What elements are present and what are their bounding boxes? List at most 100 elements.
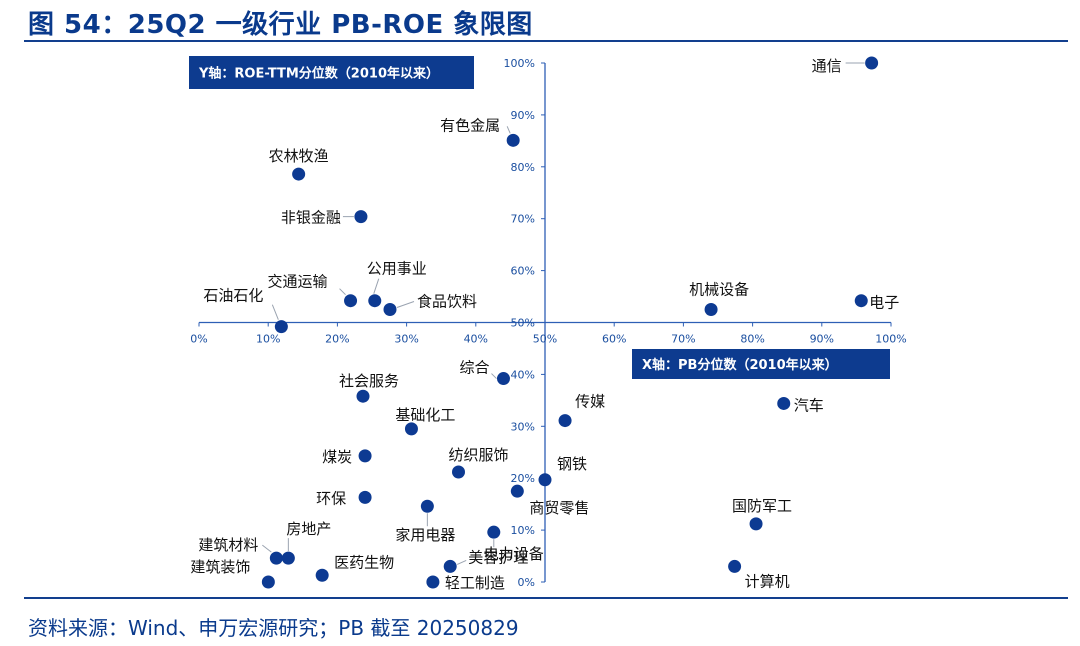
data-point <box>443 559 457 573</box>
data-point-label: 通信 <box>812 57 842 75</box>
x-tick-label: 20% <box>325 333 349 346</box>
x-axis-label-box: X轴：PB分位数（2010年以来） <box>632 349 890 379</box>
x-tick-label: 100% <box>875 333 906 346</box>
data-point <box>281 551 295 565</box>
data-point-label: 建筑材料 <box>198 536 258 554</box>
data-point <box>354 210 368 224</box>
data-point-label: 汽车 <box>794 396 824 414</box>
leader-line <box>271 304 279 320</box>
data-point <box>749 517 763 531</box>
data-point <box>496 372 510 386</box>
data-point <box>728 559 742 573</box>
data-point <box>274 320 288 334</box>
data-point-label: 轻工制造 <box>445 574 505 592</box>
data-point <box>358 449 372 463</box>
data-point <box>344 294 358 308</box>
data-point <box>506 133 520 147</box>
data-point-label: 煤炭 <box>322 448 352 466</box>
y-tick-label: 100% <box>504 57 535 70</box>
x-tick-label: 60% <box>602 333 626 346</box>
x-tick-label: 70% <box>671 333 695 346</box>
data-point-label: 交通运输 <box>268 273 328 291</box>
y-tick-label: 90% <box>511 109 535 122</box>
y-axis-label: Y轴：ROE-TTM分位数（2010年以来） <box>198 66 439 82</box>
data-point-label: 石油石化 <box>203 287 263 305</box>
y-tick-labels: 0% 10% 20% 30% 40% 50% 60% 70% 80% 90% 100% <box>504 57 535 589</box>
title-divider <box>24 40 1068 42</box>
source-divider <box>24 597 1068 599</box>
data-point <box>426 575 440 589</box>
data-point-label: 国防军工 <box>732 497 792 515</box>
data-point <box>452 465 465 479</box>
x-tick-label: 0% <box>190 333 207 346</box>
data-point-label: 食品饮料 <box>417 293 477 311</box>
x-axis-label-bg <box>632 349 890 379</box>
x-tick-label: 30% <box>394 333 418 346</box>
leader-line <box>506 126 511 134</box>
data-point <box>368 294 382 308</box>
y-axis-label-bg <box>189 56 474 89</box>
leader-line <box>491 373 497 379</box>
leader-line <box>373 278 380 294</box>
y-tick-label: 80% <box>511 161 535 174</box>
x-tick-label: 90% <box>810 333 834 346</box>
data-point <box>315 568 329 582</box>
data-point <box>261 575 275 589</box>
data-point-label: 机械设备 <box>689 281 749 299</box>
source-note: 资料来源：Wind、申万宏源研究；PB 截至 20250829 <box>28 616 519 640</box>
data-point-label: 环保 <box>316 489 346 507</box>
data-point-label: 电力设备 <box>484 545 544 563</box>
data-point-label: 有色金属 <box>440 116 500 134</box>
figure-title: 图 54：25Q2 一级行业 PB-ROE 象限图 <box>28 10 533 40</box>
y-tick-label: 0% <box>518 576 535 589</box>
y-tick-label: 60% <box>511 265 535 278</box>
data-point <box>404 422 418 436</box>
leader-line <box>339 288 346 296</box>
label-leader-lines <box>262 62 865 565</box>
data-point-label: 纺织服饰 <box>448 446 508 464</box>
chart-axes <box>198 62 892 583</box>
data-point <box>356 389 370 403</box>
data-point <box>383 303 397 317</box>
data-point <box>510 484 524 498</box>
data-point-label: 电子 <box>869 294 899 312</box>
data-points <box>261 56 879 589</box>
data-point <box>538 473 552 487</box>
data-point <box>854 294 868 308</box>
x-tick-label: 40% <box>464 333 488 346</box>
data-point-label: 基础化工 <box>395 406 455 424</box>
data-point-label: 家用电器 <box>395 526 455 544</box>
data-point <box>269 551 283 565</box>
y-axis-label-box: Y轴：ROE-TTM分位数（2010年以来） <box>189 56 474 89</box>
data-point <box>865 56 879 70</box>
data-point-label: 综合 <box>459 359 489 377</box>
data-point-label: 计算机 <box>745 572 790 590</box>
data-point-label: 商贸零售 <box>529 499 589 517</box>
data-point <box>558 414 572 428</box>
data-point-label: 建筑装饰 <box>190 558 250 576</box>
data-point <box>358 490 372 504</box>
data-point <box>704 303 718 317</box>
y-tick-label: 40% <box>511 368 535 381</box>
leader-line <box>456 559 467 565</box>
leader-line <box>262 544 272 553</box>
data-point <box>292 167 306 181</box>
y-tick-label: 70% <box>511 213 535 226</box>
data-point-label: 传媒 <box>575 393 605 411</box>
data-point-label: 社会服务 <box>339 372 399 390</box>
data-point-label: 医药生物 <box>334 553 394 571</box>
data-point <box>777 396 791 410</box>
data-point-label: 美容护理 <box>468 548 528 566</box>
data-point-label: 农林牧渔 <box>269 147 329 165</box>
data-point-label: 公用事业 <box>367 260 427 278</box>
y-tick-label: 20% <box>511 472 535 485</box>
data-point-label: 房地产 <box>286 520 331 538</box>
data-point-label: 钢铁 <box>557 455 587 473</box>
x-tick-labels: 0% 10% 20% 30% 40% 50% 60% 70% 80% 90% 100% <box>190 333 906 346</box>
x-tick-label: 80% <box>740 333 764 346</box>
leader-line <box>396 301 415 308</box>
y-tick-label: 50% <box>511 317 535 330</box>
x-axis-label: X轴：PB分位数（2010年以来） <box>642 357 838 373</box>
